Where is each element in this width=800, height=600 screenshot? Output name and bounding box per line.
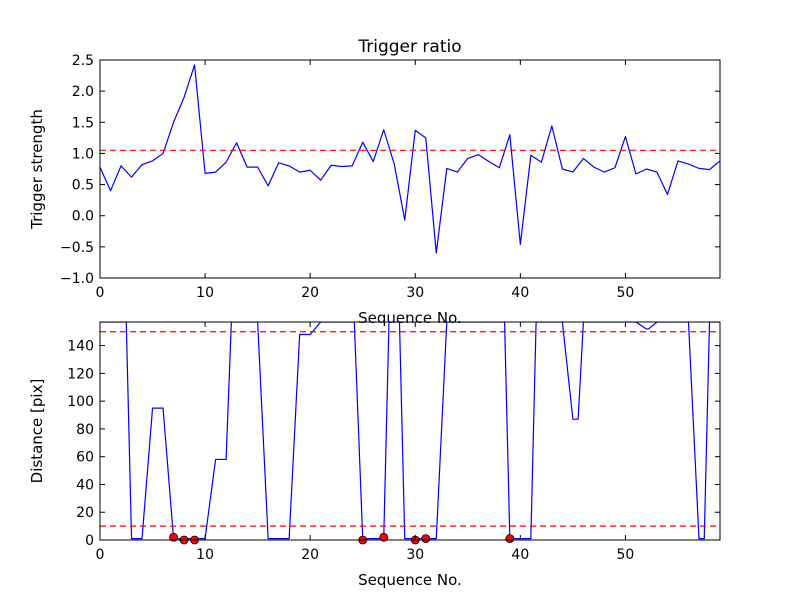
x-tick-label: 50 [617,547,635,563]
axes-frame [99,59,721,279]
y-tick-label: 20 [76,505,94,521]
x-axis-label: Sequence No. [358,571,462,589]
y-axis-label: Trigger strength [28,109,46,230]
detection-marker [379,532,389,542]
y-tick-label: 100 [67,394,94,410]
x-tick-label: 0 [96,285,105,301]
y-tick-label: −0.5 [60,240,94,256]
subplots: 0 10 20 30 40 50 −1.0 −0.5 0.0 0.5 1.0 1.5 2.0 2.5 Seq… [28,37,721,589]
y-tick-label: −1.0 [60,271,94,287]
detection-marker [505,534,515,544]
y-tick-label: 120 [67,366,94,382]
x-tick-label: 40 [511,285,529,301]
y-tick-label: 80 [76,422,94,438]
y-tick-label: 140 [67,339,94,355]
x-tick-label: 30 [406,547,424,563]
y-tick-label: 0 [85,533,94,549]
y-tick-label: 2.5 [72,53,94,69]
x-tick-label: 50 [617,285,635,301]
y-axis-label: Distance [pix] [28,379,46,484]
y-tick-label: 0.5 [72,178,94,194]
detection-marker [169,532,178,542]
chart-title: Trigger ratio [357,37,461,57]
x-tick-label: 30 [406,285,424,301]
axes-frame [99,321,721,541]
y-tick-label: 0.0 [72,209,94,225]
x-tick-label: 20 [301,547,319,563]
subplot-1: 0 10 20 30 40 50−1.0−0.50.00.51.01.52.02.5Seq… [28,37,721,327]
x-tick-label: 10 [196,285,214,301]
series-line [100,64,720,254]
x-tick-label: 20 [301,285,319,301]
y-tick-label: 1.5 [72,115,94,131]
y-tick-label: 60 [76,450,94,466]
x-tick-label: 0 [96,547,105,563]
subplot-2: 0 10 20 30 40 50 0 20 40 60 80 100 120 140 Sequence No… [28,321,721,589]
y-tick-label: 40 [76,477,94,493]
detection-marker [421,534,431,544]
y-tick-label: 1.0 [72,146,94,162]
x-tick-label: 40 [511,547,529,563]
x-tick-label: 10 [196,547,214,563]
series-line [100,322,720,540]
y-tick-label: 2.0 [72,84,94,100]
